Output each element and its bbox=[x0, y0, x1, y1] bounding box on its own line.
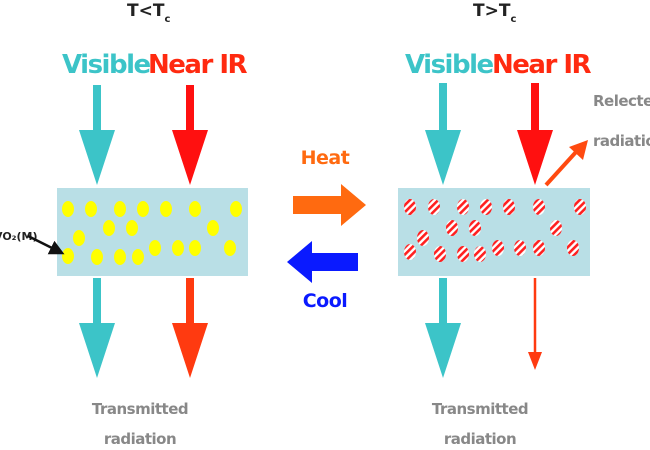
left-panel-cold: T<Tc Visible Near IR VO₂(M) Transmitted … bbox=[0, 1, 249, 448]
particle bbox=[62, 201, 74, 217]
visible-label: Visible bbox=[405, 50, 493, 80]
particle bbox=[73, 230, 85, 246]
near-ir-incoming-arrow bbox=[172, 85, 208, 185]
particle bbox=[189, 201, 201, 217]
particle bbox=[149, 240, 161, 256]
particle bbox=[114, 201, 126, 217]
particle bbox=[189, 240, 201, 256]
particle bbox=[533, 199, 545, 215]
particle bbox=[137, 201, 149, 217]
particle bbox=[457, 246, 469, 262]
transmitted-label-line1: Transmitted bbox=[92, 400, 188, 418]
particle bbox=[480, 199, 492, 215]
phase-transition-arrows: Heat Cool bbox=[287, 147, 366, 312]
particle bbox=[567, 240, 579, 256]
visible-transmitted-arrow bbox=[79, 278, 115, 378]
transmitted-label-line1: Transmitted bbox=[432, 400, 528, 418]
cool-arrow bbox=[287, 241, 358, 283]
cool-label: Cool bbox=[303, 290, 348, 312]
heat-label: Heat bbox=[301, 147, 350, 169]
condition-label: T<Tc bbox=[127, 1, 170, 25]
transmitted-label-line2: radiation bbox=[444, 430, 516, 448]
near-ir-incoming-arrow bbox=[517, 83, 553, 185]
particle bbox=[91, 249, 103, 265]
particle bbox=[503, 199, 515, 215]
near-ir-label: Near IR bbox=[492, 50, 591, 80]
particle bbox=[404, 244, 416, 260]
particle bbox=[126, 220, 138, 236]
particle bbox=[114, 249, 126, 265]
reflected-label-line1: Relected bbox=[593, 92, 650, 110]
particle bbox=[550, 220, 562, 236]
particle bbox=[172, 240, 184, 256]
heat-arrow bbox=[293, 184, 366, 226]
particle bbox=[514, 240, 526, 256]
particle bbox=[446, 220, 458, 236]
right-panel-hot: T>Tc Visible Near IR Relected radiation … bbox=[398, 1, 650, 448]
particle bbox=[492, 240, 504, 256]
vo2-film bbox=[57, 188, 248, 276]
particle bbox=[160, 201, 172, 217]
near-ir-transmitted-arrowhead bbox=[528, 352, 542, 370]
reflected-label-line2: radiation bbox=[593, 132, 650, 150]
visible-transmitted-arrow bbox=[425, 278, 461, 378]
particle bbox=[574, 199, 586, 215]
particle bbox=[469, 220, 481, 236]
particle bbox=[457, 199, 469, 215]
reflected-arrow bbox=[544, 150, 578, 187]
particle bbox=[533, 240, 545, 256]
phase-label: VO₂(M) bbox=[0, 230, 38, 243]
transmitted-label-line2: radiation bbox=[104, 430, 176, 448]
visible-label: Visible bbox=[62, 50, 150, 80]
particle bbox=[417, 230, 429, 246]
particle bbox=[404, 199, 416, 215]
particle bbox=[85, 201, 97, 217]
particle bbox=[132, 249, 144, 265]
particle bbox=[224, 240, 236, 256]
near-ir-transmitted-arrow bbox=[172, 278, 208, 378]
condition-label: T>Tc bbox=[473, 1, 516, 25]
rutile-particles bbox=[404, 199, 586, 262]
visible-incoming-arrow bbox=[79, 85, 115, 185]
particle bbox=[428, 199, 440, 215]
particle bbox=[474, 246, 486, 262]
particle bbox=[62, 248, 74, 264]
particle bbox=[103, 220, 115, 236]
particle bbox=[207, 220, 219, 236]
visible-incoming-arrow bbox=[425, 83, 461, 185]
pointer-arrow bbox=[27, 234, 65, 255]
monoclinic-particles bbox=[62, 201, 242, 265]
reflected-arrowhead bbox=[569, 140, 588, 160]
particle bbox=[434, 246, 446, 262]
near-ir-label: Near IR bbox=[148, 50, 247, 80]
particle bbox=[230, 201, 242, 217]
